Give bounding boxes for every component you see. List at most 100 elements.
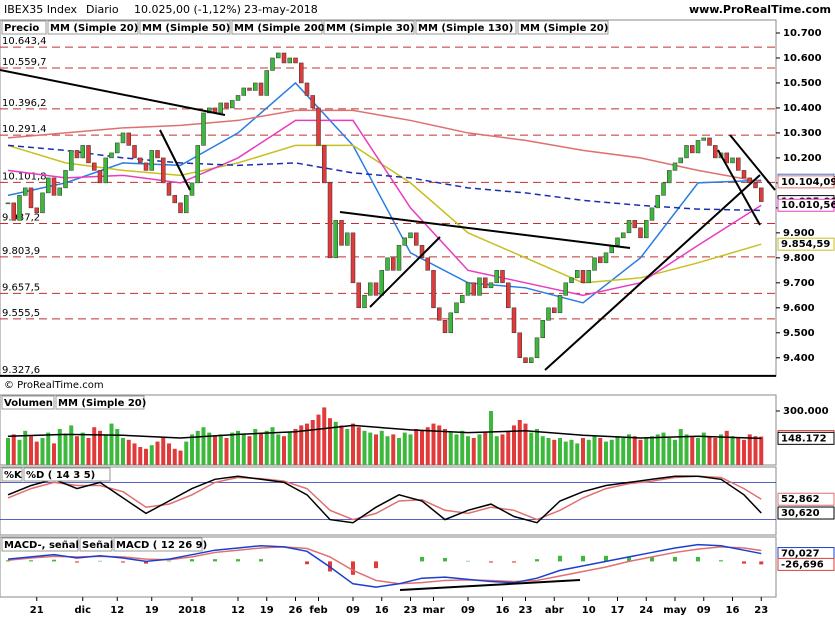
candle: [161, 157, 166, 184]
volume-bar: [443, 429, 447, 465]
volume-bar: [305, 423, 309, 465]
x-tick-label: 23: [519, 605, 533, 616]
volume-bar: [75, 436, 79, 465]
value-marker-label: 30,620: [781, 508, 820, 519]
x-tick-label: 17: [611, 605, 625, 616]
candle: [747, 177, 752, 184]
candle: [310, 95, 315, 109]
volume-bar: [201, 427, 206, 465]
legend-box: [231, 20, 323, 35]
volume-bar: [696, 438, 700, 465]
volume-bar: [391, 434, 396, 465]
candle: [540, 320, 545, 339]
candle: [11, 202, 16, 221]
candle: [471, 282, 476, 296]
candle: [575, 270, 580, 279]
candle: [759, 187, 764, 202]
value-marker-label: 70,027: [781, 549, 820, 560]
volume-bar: [569, 439, 574, 465]
volume-bar: [408, 434, 413, 465]
candle: [580, 270, 586, 284]
x-tick-label: 19: [260, 605, 274, 616]
ma-line: [7, 144, 762, 212]
candle: [230, 100, 235, 109]
candle: [120, 132, 126, 144]
volume-bar: [431, 423, 436, 465]
candle: [684, 145, 689, 159]
volume-bar: [563, 441, 568, 465]
volume-bar: [356, 427, 361, 465]
candle: [414, 232, 419, 246]
quote: 10.025,00 (-1,12%): [134, 3, 241, 16]
volume-bar: [500, 434, 505, 465]
macd-bar: [121, 561, 125, 563]
candle: [97, 170, 103, 184]
candle: [529, 357, 534, 364]
trend-line: [544, 174, 761, 371]
candle: [511, 307, 517, 334]
candle: [483, 277, 488, 289]
legend-box: [47, 20, 139, 35]
candle: [534, 337, 540, 359]
volume-bar: [374, 434, 378, 465]
macd-bar: [351, 561, 355, 575]
macd-bar: [29, 560, 33, 562]
x-tick-label: 26: [289, 605, 303, 616]
x-tick-label: 19: [145, 605, 159, 616]
level-label: 10.291,4: [2, 124, 47, 135]
candle: [661, 182, 666, 196]
volume-bar: [149, 445, 154, 465]
volume-bar: [759, 436, 764, 465]
volume-bar: [586, 439, 591, 465]
volume-bar: [46, 432, 51, 465]
volume-bar: [207, 432, 212, 465]
trend-line: [339, 211, 631, 249]
symbol: IBEX35 Index: [4, 3, 78, 16]
volume-bar: [368, 432, 373, 465]
stoch-k: [7, 475, 762, 524]
site: www.ProRealTime.com: [689, 3, 831, 16]
volume-bar: [276, 434, 281, 465]
candle: [523, 357, 528, 364]
value-marker: [777, 431, 835, 445]
volume-bar: [483, 432, 488, 465]
volume-bar: [184, 441, 189, 465]
panel-label: MM (Simple 20): [58, 398, 146, 409]
volume-bar: [161, 438, 166, 465]
volume-bar: [471, 438, 476, 465]
macd-bar: [213, 559, 217, 562]
volume-bar: [190, 434, 194, 465]
y-tick-label: 9.500: [783, 328, 815, 339]
macd-bar: [190, 559, 194, 562]
candle: [258, 82, 264, 96]
value-marker: [777, 506, 835, 520]
x-tick-label: 24: [639, 605, 653, 616]
candle: [132, 145, 137, 159]
trend-line: [159, 129, 191, 191]
candle: [649, 207, 655, 221]
volume-bar: [684, 434, 689, 465]
volume-bar: [650, 436, 654, 465]
y-tick-label: 9.400: [783, 353, 815, 364]
volume-bar: [615, 436, 620, 465]
x-tick-label: 09: [461, 605, 475, 616]
legend-entry: MM (Simple 200): [234, 23, 329, 34]
volume-bar: [241, 434, 246, 465]
candle: [218, 102, 223, 114]
candle: [253, 82, 258, 91]
x-tick-label: 09: [697, 605, 711, 616]
volume-bar: [121, 438, 125, 465]
volume-bar: [402, 432, 407, 465]
volume-bar: [316, 414, 321, 465]
volume-bar: [155, 441, 160, 465]
macd-bar: [52, 559, 56, 562]
volume-bar: [270, 427, 275, 465]
panel-label: Volumen: [4, 398, 53, 409]
candle: [149, 150, 154, 171]
volume-bar: [552, 439, 557, 465]
trend-line: [729, 134, 776, 191]
candle: [552, 307, 557, 314]
candle: [690, 145, 695, 154]
candle: [57, 187, 62, 196]
candle: [224, 102, 229, 109]
